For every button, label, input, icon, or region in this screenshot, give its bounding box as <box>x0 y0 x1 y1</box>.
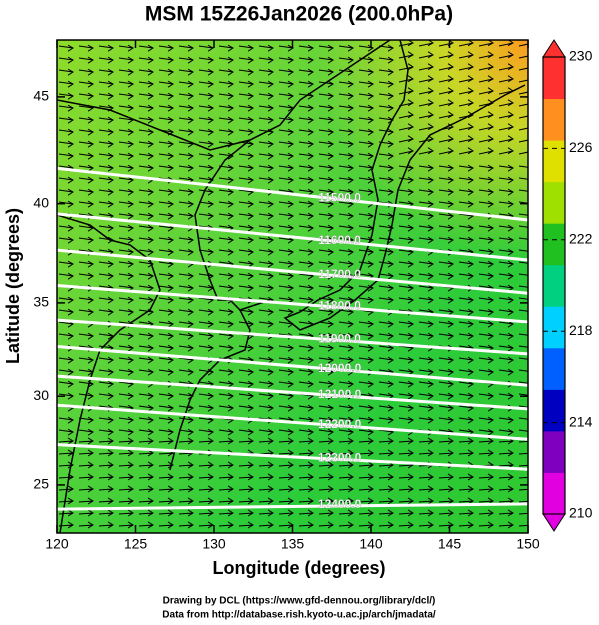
colorbar-segment <box>543 347 565 390</box>
colorbar-tick-label: 218 <box>569 322 593 338</box>
colorbar-segment <box>543 57 565 100</box>
colorbar-segment <box>543 389 565 432</box>
x-tick-label: 130 <box>202 536 226 552</box>
footer-line: Drawing by DCL (https://www.gfd-dennou.o… <box>163 596 436 607</box>
colorbar-segment <box>543 430 565 473</box>
colorbar-tick-label: 222 <box>569 231 593 247</box>
contour-line <box>57 443 528 471</box>
y-tick-label: 45 <box>33 88 49 104</box>
colorbar-segment <box>543 181 565 224</box>
colorbar-segment <box>543 98 565 141</box>
colorbar-segment <box>543 223 565 266</box>
contour-label: 11500.0 <box>318 190 361 204</box>
coastline <box>57 40 391 151</box>
colorbar-tick-label: 210 <box>569 505 593 521</box>
contour-label: 11700.0 <box>318 267 361 281</box>
x-tick-label: 120 <box>45 536 69 552</box>
chart-title: MSM 15Z26Jan2026 (200.0hPa) <box>145 3 453 26</box>
colorbar-segment <box>543 472 565 515</box>
contour-label: 12400.0 <box>318 497 362 511</box>
contours: 11500.0 11600.0 11700.0 11800.0 11900.0 12000… <box>57 166 528 511</box>
contour-line <box>57 502 528 511</box>
x-axis-label: Longitude (degrees) <box>212 558 385 578</box>
contour-label: 11900.0 <box>318 332 361 346</box>
colorbar-segment <box>543 306 565 349</box>
contour-label: 11600.0 <box>318 233 361 247</box>
colorbar-tick-label: 230 <box>569 48 593 64</box>
contour-line <box>57 284 528 324</box>
colorbar-segment <box>543 140 565 183</box>
coastline <box>57 214 161 533</box>
contour-line <box>57 403 528 441</box>
x-tick-label: 140 <box>359 536 383 552</box>
y-tick-label: 40 <box>33 194 49 210</box>
contour-line <box>57 166 528 222</box>
colorbar-segment <box>543 264 565 307</box>
colorbar-extend-top <box>542 39 566 58</box>
footer-line: Data from http://database.rish.kyoto-u.a… <box>162 610 436 621</box>
x-tick-label: 150 <box>516 536 540 552</box>
colorbar-tick-label: 226 <box>569 139 593 155</box>
y-tick-label: 25 <box>33 476 49 492</box>
plot-area: 11500.0 11600.0 11700.0 11800.0 11900.0 12000… <box>57 40 528 533</box>
contour-label: 12000.0 <box>318 361 362 375</box>
contour-label: 11800.0 <box>318 299 361 313</box>
contour-line <box>57 212 528 262</box>
y-tick-label: 30 <box>33 387 49 403</box>
contour-label: 12200.0 <box>318 417 362 431</box>
contour-line <box>57 318 528 356</box>
contour-label: 12100.0 <box>318 387 362 401</box>
colorbar-extend-bottom <box>542 513 566 532</box>
x-tick-label: 125 <box>124 536 148 552</box>
contour-label: 12300.0 <box>318 451 362 465</box>
y-axis-label: Latitude (degrees) <box>3 208 23 364</box>
colorbar-tick-label: 214 <box>569 413 593 429</box>
axes: 120 125 130 135 140 145 150 25 30 35 40 45 <box>33 40 540 552</box>
contour-line <box>57 248 528 295</box>
contour-line <box>57 374 528 411</box>
coastline <box>194 139 271 311</box>
colorbar: 210 214 218 222 226 230 <box>542 39 593 532</box>
x-tick-label: 135 <box>281 536 305 552</box>
coastline <box>283 40 526 331</box>
contour-line <box>57 344 528 387</box>
y-tick-label: 35 <box>33 294 49 310</box>
x-tick-label: 145 <box>438 536 462 552</box>
coastlines <box>57 40 526 533</box>
